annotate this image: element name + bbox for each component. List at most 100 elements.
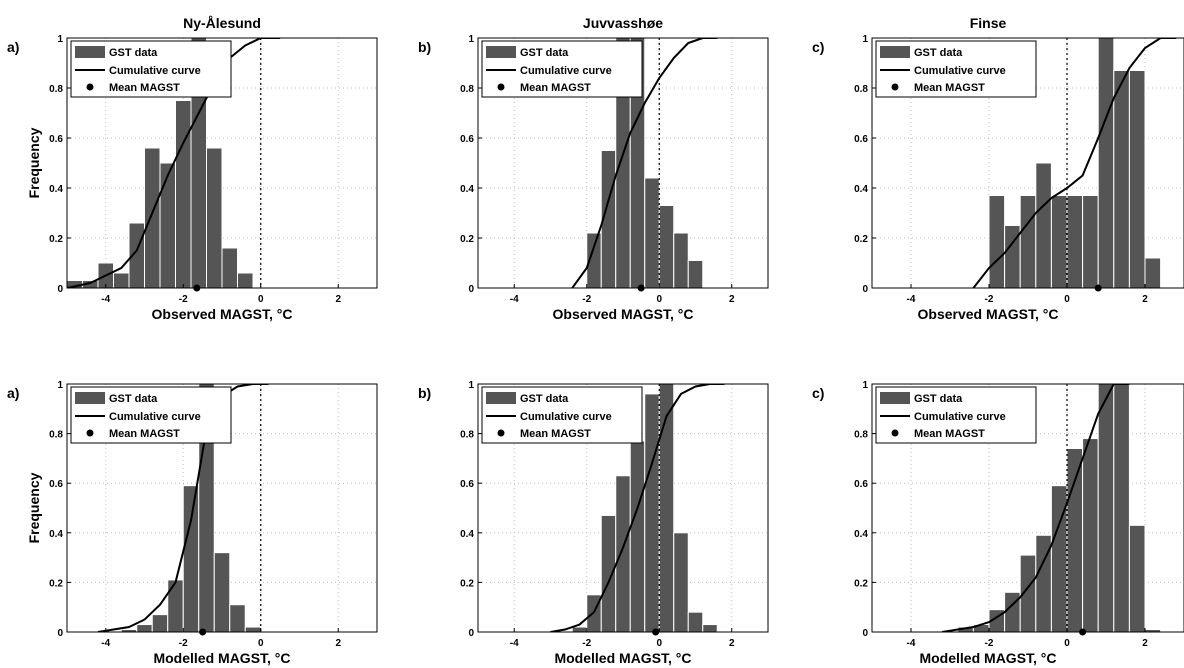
legend: GST data Cumulative curve Mean MAGST [481,40,643,98]
y-tick-label: 0.2 [854,578,868,589]
panel-label: b) [418,39,431,55]
legend-swatch-dot [497,83,505,91]
histogram-bar [1113,384,1130,632]
histogram-bar [1066,447,1084,632]
axes-frame [477,37,769,289]
histogram-bar [1097,38,1115,288]
histogram-bar [615,475,631,632]
histogram-bar [182,485,200,632]
legend-entry-gst: GST data [109,393,158,405]
legend: GST data Cumulative curve Mean MAGST [70,40,232,98]
histogram-bar [159,162,176,288]
y-tick-label: 0.6 [460,479,474,490]
legend-entry-mean: Mean MAGST [914,82,985,94]
y-tick-label: 0.4 [854,529,868,540]
y-tick-label: 0.2 [854,234,868,245]
x-tick-label: -2 [179,638,188,649]
panel-title: Juvvasshøe [583,15,663,31]
legend-entry-mean: Mean MAGST [520,82,591,94]
panel-label: c) [812,385,824,401]
histogram-bar [1097,384,1115,632]
legend-swatch-bar [75,46,105,58]
cumulative-curve [571,38,718,288]
panel-label: b) [418,385,431,401]
y-tick-label: 0.6 [460,134,474,145]
y-tick-label: 0.8 [854,430,868,441]
y-tick-label: 0.8 [854,84,868,95]
x-tick-label: -2 [985,294,994,305]
x-tick-label: -2 [582,294,591,305]
panel-title: Ny-Ålesund [183,15,261,31]
histogram-bar [136,624,153,632]
x-tick-label: 0 [656,294,662,305]
histogram-bar [229,604,246,632]
y-axis-label: Frequency [26,472,42,543]
legend-swatch-bar [880,46,910,58]
x-tick-label: -4 [101,638,110,649]
plot-area [478,384,768,632]
y-tick-label: 0.2 [460,578,474,589]
x-tick-label: 0 [1064,294,1070,305]
legend: GST data Cumulative curve Mean MAGST [481,386,643,444]
legend-entry-mean: Mean MAGST [914,428,985,440]
y-tick-label: 0.8 [460,430,474,441]
chart-panel-2: -4 -2 0 2 0 0.2 0.4 0.6 0.8 1 Observed MAGST, °C Ju… [418,15,769,322]
y-tick-label: 0.8 [49,84,63,95]
legend-entry-cumulative: Cumulative curve [109,65,201,77]
cumulative-curve [67,38,281,288]
legend-swatch-bar [486,392,516,404]
histogram-bar [629,38,646,288]
x-tick-label: 2 [335,638,341,649]
histogram-bar [144,147,161,288]
legend-entry-gst: GST data [520,393,569,405]
legend-swatch-dot [891,83,899,91]
histogram-bar [600,514,617,632]
x-tick-label: -4 [510,638,519,649]
y-tick-label: 1 [862,380,868,391]
y-tick-label: 0.4 [49,184,63,195]
y-tick-label: 0.4 [460,529,474,540]
legend: GST data Cumulative curve Mean MAGST [70,386,232,444]
histogram-bar [1082,438,1099,632]
x-tick-label: 0 [258,294,264,305]
histogram-bar [658,205,675,288]
axes-frame [871,37,1184,289]
chart-panel-1: -4 -2 0 2 0 0.2 0.4 0.6 0.8 1 Observed MAGST, °C Fr… [7,15,378,322]
histogram-bar [673,532,689,632]
cumulative-curve [550,384,725,632]
legend-entry-cumulative: Cumulative curve [520,411,612,423]
panel-label: c) [812,39,824,55]
histogram-bar [1113,70,1130,288]
x-axis-label: Observed MAGST, °C [553,306,694,322]
legend-swatch-dot [891,429,899,437]
x-tick-label: -4 [101,294,110,305]
plot-area [478,38,768,288]
plot-area [67,384,377,632]
histogram-bar [1035,162,1052,288]
histogram-bar [702,624,718,632]
legend-entry-gst: GST data [520,47,569,59]
x-axis-label: Observed MAGST, °C [152,306,293,322]
x-tick-label: 2 [729,294,735,305]
chart-panel-4: -4 -2 0 2 0 0.2 0.4 0.6 0.8 1 Modelled MAGST, °C Fr… [7,380,378,666]
histogram-bar [687,260,704,288]
legend-swatch-dot [86,83,94,91]
y-tick-label: 0.4 [460,184,474,195]
y-tick-label: 0.6 [49,134,63,145]
legend-entry-cumulative: Cumulative curve [914,411,1006,423]
legend-entry-gst: GST data [914,47,963,59]
x-tick-label: 0 [258,638,264,649]
histogram-bar [1019,195,1037,288]
legend: GST data Cumulative curve Mean MAGST [875,386,1037,444]
panel-label: a) [7,39,19,55]
axes-frame [66,37,378,289]
x-tick-label: 2 [1142,294,1148,305]
y-tick-label: 0.6 [49,479,63,490]
y-tick-label: 1 [862,34,868,45]
y-tick-label: 0.8 [49,430,63,441]
y-tick-label: 0.2 [49,234,63,245]
plot-area [67,38,377,288]
legend-swatch-dot [497,429,505,437]
histogram-bar [629,440,646,632]
